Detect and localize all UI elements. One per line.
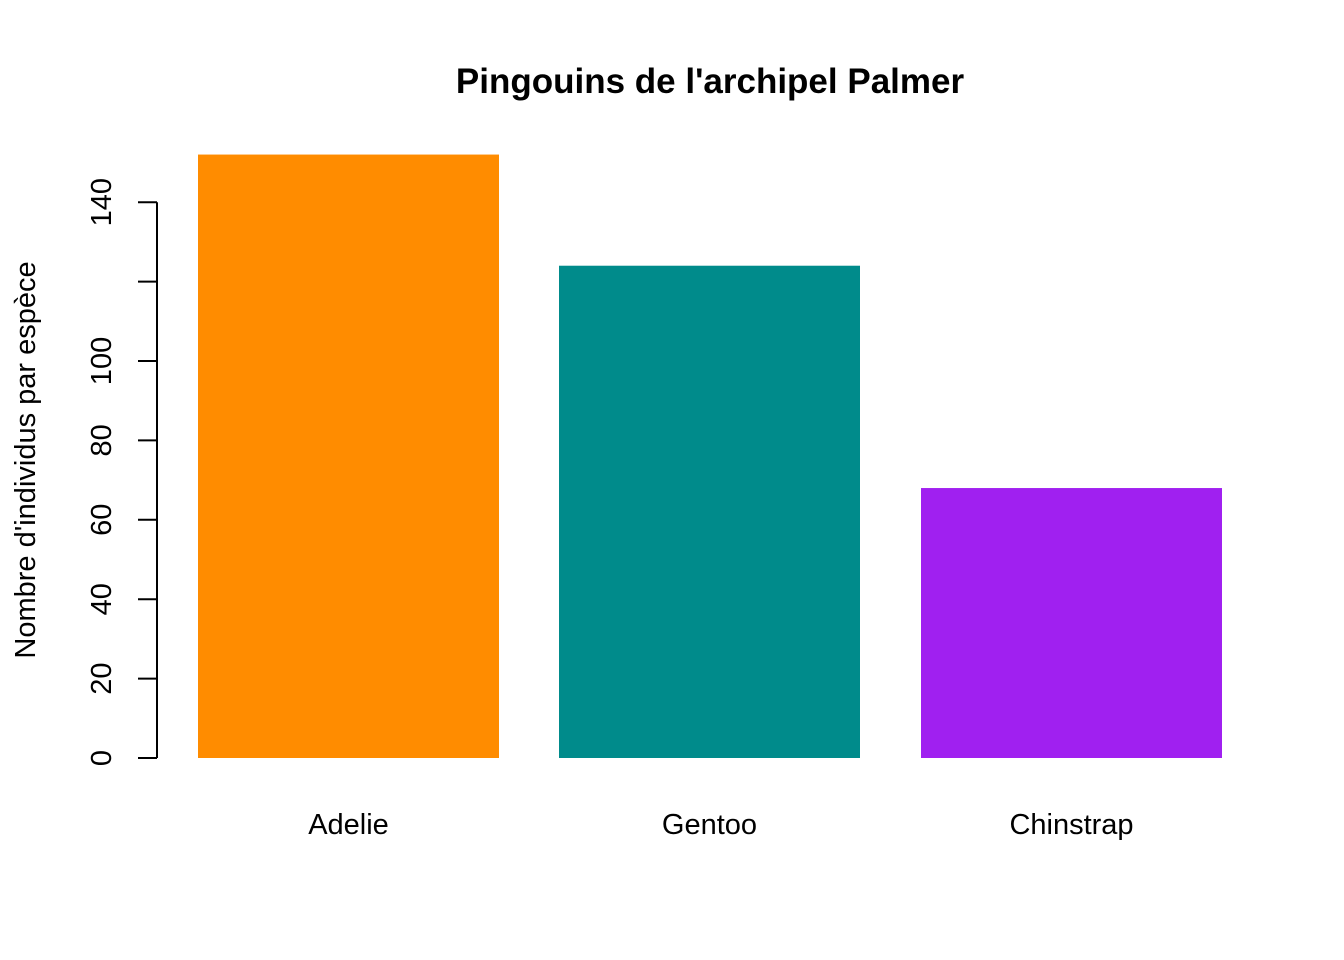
x-axis-labels: Adelie Gentoo Chinstrap <box>308 809 1133 841</box>
bar-chinstrap <box>921 488 1222 758</box>
y-tick-label: 100 <box>86 337 118 385</box>
x-tick-label-chinstrap: Chinstrap <box>1009 809 1133 841</box>
y-tick-label: 0 <box>86 750 118 766</box>
bars-group <box>198 154 1222 758</box>
y-tick-label: 140 <box>86 178 118 226</box>
chart-title: Pingouins de l'archipel Palmer <box>456 62 965 101</box>
x-tick-label-adelie: Adelie <box>308 809 389 841</box>
y-tick-label: 40 <box>86 583 118 615</box>
bar-adelie <box>198 154 499 758</box>
bar-gentoo <box>559 265 860 758</box>
y-tick-label: 60 <box>86 504 118 536</box>
x-tick-label-gentoo: Gentoo <box>662 809 757 841</box>
y-tick-label: 20 <box>86 662 118 694</box>
y-axis-label: Nombre d'individus par espèce <box>10 261 42 658</box>
y-tick-label: 80 <box>86 424 118 456</box>
y-axis: 0 20 40 60 80 100 140 <box>86 178 158 766</box>
